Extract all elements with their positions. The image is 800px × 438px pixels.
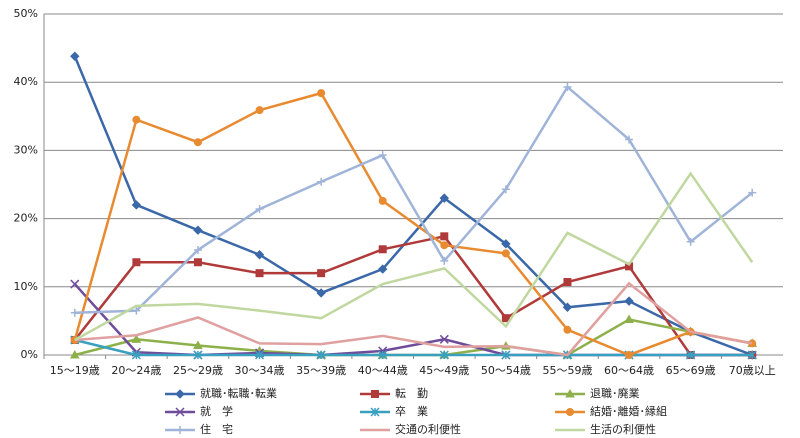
legend-label: 退職･廃業 [590, 386, 640, 400]
point [563, 278, 572, 287]
point [563, 82, 572, 91]
point [193, 138, 202, 147]
x-tick-label: 15〜19歳 [50, 364, 100, 377]
x-tick-label: 60〜64歳 [604, 364, 654, 377]
point [255, 269, 264, 278]
series-line [73, 55, 753, 357]
point [193, 258, 202, 267]
y-tick-label: 30% [14, 143, 38, 156]
point [193, 350, 203, 360]
legend-label: 住 宅 [200, 422, 233, 436]
point [193, 340, 203, 349]
point [132, 258, 141, 267]
point [439, 193, 449, 203]
point [624, 296, 634, 306]
point [501, 239, 511, 249]
point [440, 232, 449, 241]
point [501, 185, 510, 194]
x-tick-label: 50〜54歳 [481, 364, 531, 377]
point [439, 334, 449, 344]
point [378, 151, 387, 160]
series-line [74, 171, 754, 342]
point [131, 334, 142, 343]
point [255, 106, 264, 115]
series-line [73, 234, 753, 357]
point [132, 115, 141, 124]
point [378, 350, 388, 360]
point [563, 325, 572, 334]
point [501, 314, 510, 323]
point [747, 350, 757, 360]
point [439, 350, 449, 360]
series-line [73, 91, 753, 357]
legend-label: 就職･転職･転業 [200, 386, 277, 400]
legend-marker [370, 407, 380, 417]
legend-marker [175, 389, 185, 399]
point [625, 135, 634, 144]
point [440, 241, 449, 250]
point [378, 264, 388, 274]
point [131, 200, 142, 210]
point [69, 349, 80, 359]
legend-label: 転 勤 [395, 387, 428, 400]
point [254, 250, 265, 260]
point [70, 51, 80, 61]
point [378, 196, 387, 205]
point [317, 89, 326, 98]
point [193, 225, 203, 235]
series-line [74, 338, 753, 357]
y-tick-label: 20% [14, 212, 38, 225]
legend-label: 就 学 [200, 404, 233, 418]
point [193, 245, 202, 254]
legend-label: 卒 業 [395, 404, 428, 418]
y-tick-label: 10% [14, 280, 38, 293]
y-tick-label: 0% [21, 348, 38, 361]
legend-label: 交通の利便性 [395, 422, 461, 436]
point [70, 308, 79, 317]
point [255, 350, 265, 360]
point [748, 188, 757, 197]
point [686, 237, 695, 246]
x-tick-label: 70歳以上 [729, 364, 776, 377]
point [132, 306, 141, 315]
x-tick-label: 40〜44歳 [358, 364, 408, 377]
point [255, 205, 264, 214]
series-line [74, 281, 753, 357]
legend-marker [566, 408, 574, 416]
legend-label: 生活の利便性 [590, 422, 656, 436]
point [316, 350, 326, 360]
point [378, 346, 388, 356]
series-line [74, 85, 753, 314]
point [131, 350, 141, 360]
x-tick-label: 45〜49歳 [419, 364, 469, 377]
legend-label: 結婚･離婚･縁組 [590, 404, 667, 418]
legend-marker [176, 426, 184, 434]
point [501, 350, 511, 360]
x-tick-label: 55〜59歳 [542, 364, 592, 377]
point [501, 249, 510, 258]
y-tick-label: 40% [14, 75, 38, 88]
x-tick-label: 65〜69歳 [666, 364, 716, 377]
point [317, 269, 326, 278]
x-tick-label: 30〜34歳 [235, 364, 285, 377]
x-tick-label: 25〜29歳 [173, 364, 223, 377]
point [70, 279, 80, 289]
point [317, 177, 326, 186]
point [440, 256, 449, 265]
x-tick-label: 35〜39歳 [296, 364, 346, 377]
point [316, 288, 326, 298]
legend-marker [371, 390, 379, 398]
x-tick-label: 20〜24歳 [111, 364, 161, 377]
point [624, 314, 634, 324]
point [378, 245, 387, 254]
legend-marker [175, 407, 185, 417]
y-tick-label: 50% [14, 7, 38, 20]
legend-marker [565, 388, 575, 398]
point [562, 302, 573, 312]
point [625, 351, 634, 359]
point [686, 350, 696, 360]
